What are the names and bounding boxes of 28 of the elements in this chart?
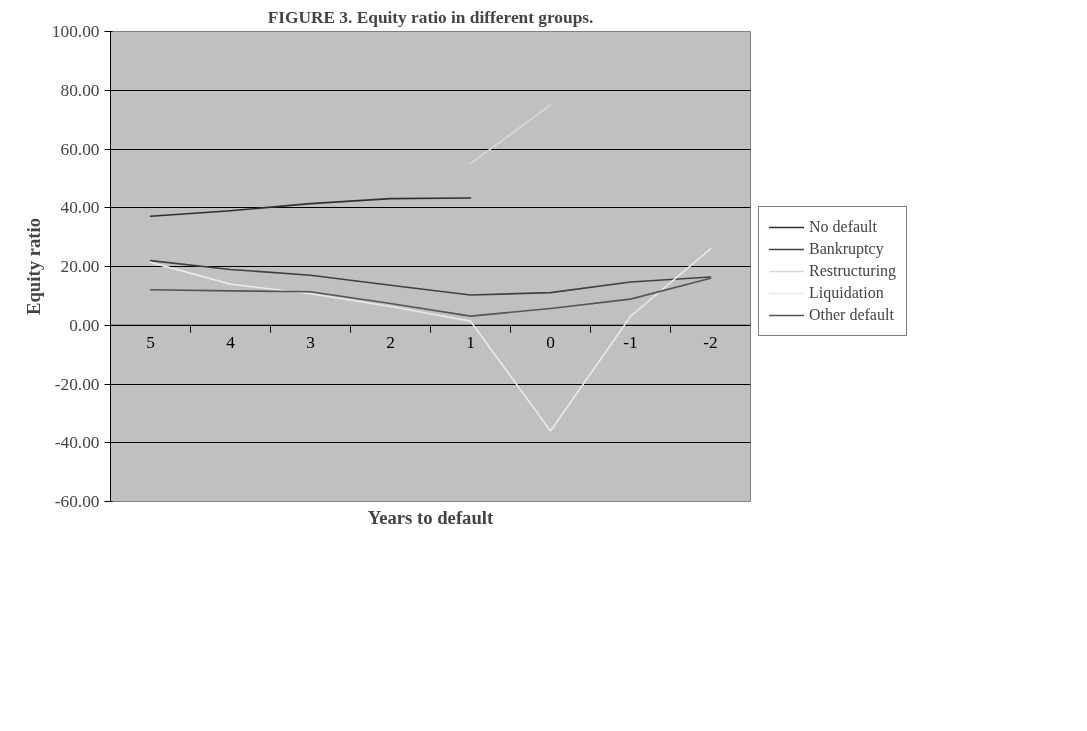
legend-label: Restructuring: [809, 262, 897, 280]
y-tick-label: 100.00: [51, 22, 100, 41]
y-tick-label: 20.00: [60, 257, 100, 276]
line-series: [149, 197, 472, 218]
y-tick-label: 80.00: [60, 80, 100, 100]
legend-label: Bankruptcy: [809, 240, 884, 258]
y-tick-label: 0.00: [69, 315, 100, 335]
legend-label: Other default: [809, 306, 894, 324]
x-tick-label: 1: [466, 333, 475, 352]
y-tick-label: 40.00: [60, 198, 100, 218]
x-tick-label: 0: [546, 333, 555, 352]
chart-title: FIGURE 3. Equity ratio in different groups.: [267, 7, 594, 27]
legend-label: Liquidation: [809, 284, 884, 302]
y-axis-title: Equity ratio: [22, 218, 44, 315]
x-tick-label: 5: [146, 333, 155, 352]
x-axis-title: Years to default: [367, 506, 494, 528]
x-tick-label: -1: [623, 333, 638, 352]
y-tick-label: -60.00: [54, 492, 100, 511]
x-tick-label: -2: [703, 333, 718, 352]
x-tick-label: 2: [386, 333, 395, 352]
y-tick-label: 60.00: [60, 139, 100, 159]
y-tick-label: -20.00: [54, 374, 100, 394]
legend-label: No default: [809, 218, 877, 236]
line-series: [149, 259, 712, 296]
line-series: [149, 277, 712, 317]
y-tick-label: -40.00: [54, 433, 100, 453]
x-tick-label: 4: [226, 333, 236, 352]
x-tick-label: 3: [306, 333, 315, 352]
